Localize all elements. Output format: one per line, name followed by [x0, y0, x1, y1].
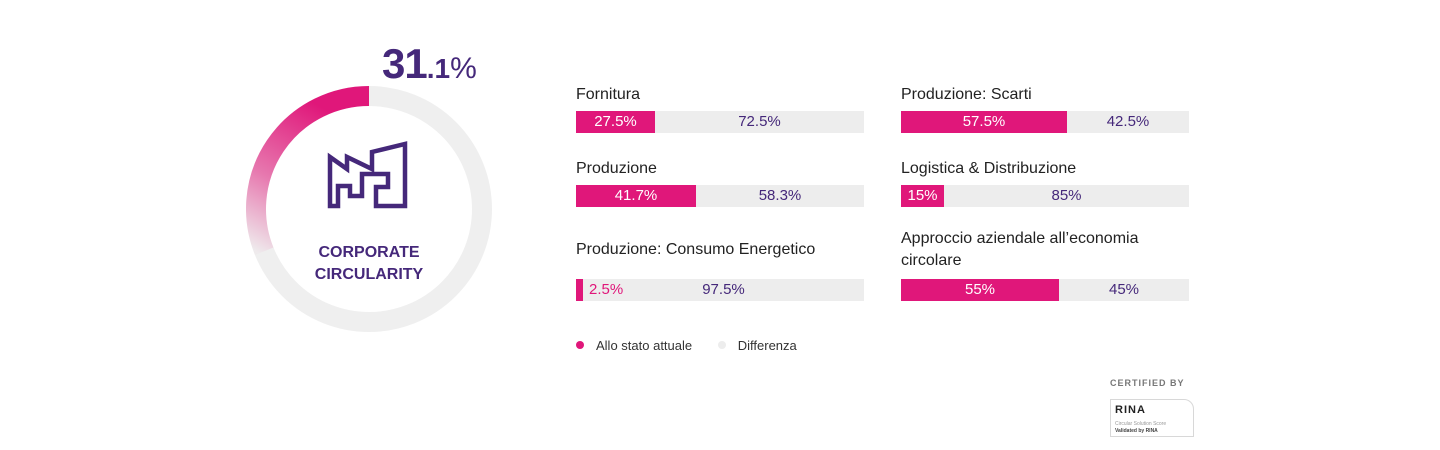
rina-badge: RINA Circular Solution Score Validated b… — [1110, 399, 1194, 437]
bar-value-current: 15% — [907, 187, 938, 204]
donut-title-line1: CORPORATE — [318, 244, 420, 261]
bar-fill-current — [576, 111, 655, 133]
legend-item-current: Allo stato attuale — [576, 338, 692, 353]
score-decimal: .1 — [426, 53, 451, 84]
bar-item: Logistica & Distribuzione 15% 85% — [901, 158, 1189, 207]
bar-category-label: Produzione: Scarti — [901, 84, 1189, 106]
bar-category-label-line: Produzione: Consumo Energetico — [576, 241, 816, 258]
bar-item: Approccio aziendale all’economia circolar… — [901, 228, 1189, 301]
legend-item-difference: Differenza — [717, 337, 797, 353]
legend-dot-current — [576, 341, 584, 349]
bar-category-label-line: Produzione: Scarti — [901, 86, 1032, 103]
bar-value-difference: 58.3% — [758, 187, 802, 204]
bar-category-label: Logistica & Distribuzione — [901, 158, 1189, 180]
bar-category-label: Approccio aziendale all’economia circolar… — [901, 228, 1189, 272]
bar-value-current: 2.5% — [589, 281, 624, 298]
legend-dot-difference — [717, 341, 726, 349]
score-integer: 31 — [382, 40, 428, 87]
bar-fill-current — [576, 279, 583, 301]
bar-track: 41.7% 58.3% — [576, 185, 864, 207]
legend-label-difference: Differenza — [737, 337, 797, 353]
donut-progress-arc — [246, 86, 370, 255]
bar-item: Produzione 41.7% 58.3% — [576, 158, 864, 207]
bar-fill-current — [576, 185, 696, 207]
bar-fill-current — [901, 111, 1067, 133]
bar-category-label-line: circolare — [901, 252, 962, 269]
bar-fill-current — [901, 279, 1059, 301]
bar-value-difference: 42.5% — [1106, 113, 1150, 130]
bar-category-label: Fornitura — [576, 84, 864, 106]
bar-value-current: 27.5% — [594, 113, 637, 130]
bar-value-current: 41.7% — [614, 187, 658, 204]
bar-category-label-line: Approccio aziendale all’economia — [901, 230, 1139, 247]
bar-value-current: 57.5% — [962, 113, 1006, 130]
circularity-donut — [246, 86, 492, 332]
legend: Allo stato attuale Differenza — [576, 337, 819, 353]
factory-icon — [327, 141, 408, 209]
rina-logo: RINA — [1115, 404, 1146, 416]
bar-item: Fornitura 27.5% 72.5% — [576, 84, 864, 133]
bar-value-difference: 72.5% — [738, 113, 781, 130]
bar-value-difference: 45% — [1108, 281, 1140, 298]
bar-track: 2.5% 97.5% — [576, 279, 864, 301]
score-value: 31.1% — [382, 40, 477, 88]
bar-item: Produzione: Scarti 57.5% 42.5% — [901, 84, 1189, 133]
rina-line1: Circular Solution Score — [1115, 421, 1167, 427]
bar-track: 57.5% 42.5% — [901, 111, 1189, 133]
bar-track: 27.5% 72.5% — [576, 111, 864, 133]
certified-by-label: CERTIFIED BY — [1110, 378, 1185, 388]
bar-category-label: Produzione: Consumo Energetico — [576, 239, 864, 261]
donut-title: CORPORATE CIRCULARITY — [246, 242, 492, 286]
donut-title-line2: CIRCULARITY — [314, 266, 424, 283]
bar-category-label-line: Logistica & Distribuzione — [901, 160, 1077, 177]
bar-track: 15% 85% — [901, 185, 1189, 207]
bar-value-current: 55% — [964, 281, 996, 298]
bar-value-difference: 85% — [1051, 187, 1082, 204]
score-unit: % — [450, 52, 477, 85]
bar-fill-current — [901, 185, 944, 207]
bar-category-label: Produzione — [576, 158, 864, 180]
rina-line2: Validated by RINA — [1115, 428, 1158, 434]
bar-value-difference: 97.5% — [702, 281, 745, 298]
bar-category-label-line: Fornitura — [576, 86, 641, 103]
bar-track: 55% 45% — [901, 279, 1189, 301]
bar-item: Produzione: Consumo Energetico 2.5% 97.5% — [576, 239, 864, 301]
legend-label-current: Allo stato attuale — [596, 337, 693, 353]
bar-category-label-line: Produzione — [576, 160, 657, 177]
